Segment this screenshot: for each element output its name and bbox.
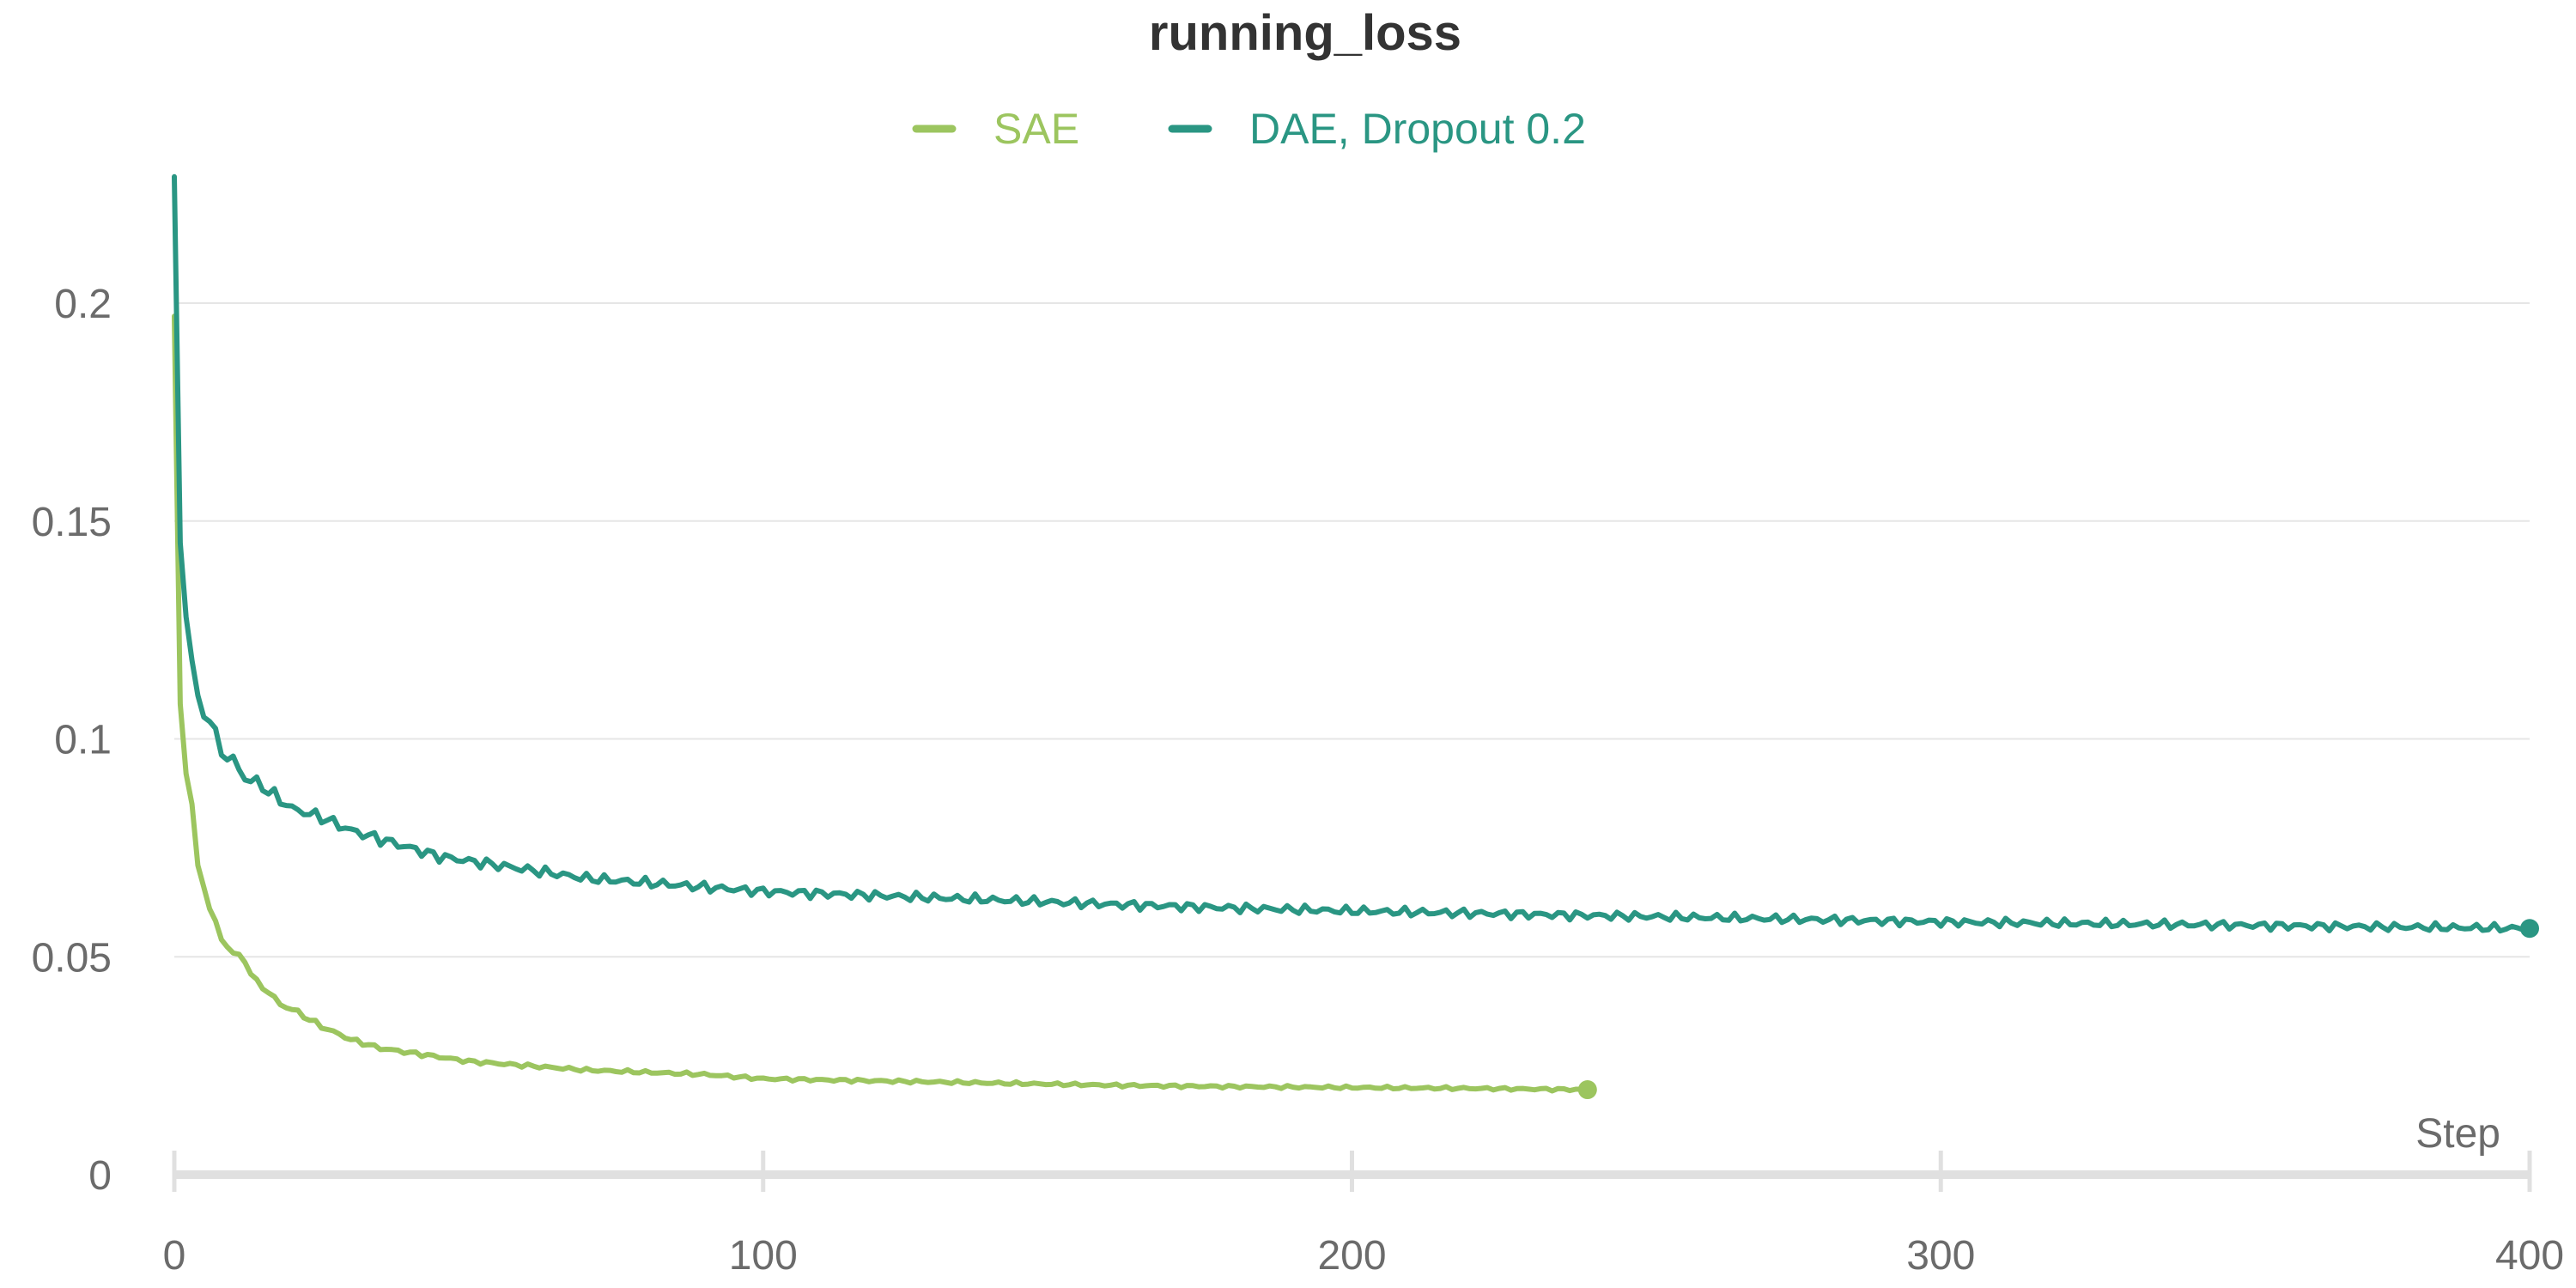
gridlines bbox=[174, 302, 2530, 958]
legend[interactable]: SAE DAE, Dropout 0.2 bbox=[912, 105, 1586, 153]
y-tick-label: 0.15 bbox=[32, 500, 112, 545]
y-tick-label: 0.1 bbox=[54, 718, 112, 763]
plot-area[interactable] bbox=[172, 173, 2539, 1100]
y-tick-label: 0 bbox=[88, 1153, 112, 1199]
x-tick-label: 200 bbox=[1317, 1233, 1386, 1279]
series-end-point-2[interactable] bbox=[2520, 919, 2539, 939]
legend-item-2[interactable]: DAE, Dropout 0.2 bbox=[1168, 105, 1586, 153]
series-line-2[interactable] bbox=[172, 173, 2532, 934]
y-axis: 0 0.05 0.1 0.15 0.2 bbox=[32, 282, 112, 1199]
y-tick-label: 0.05 bbox=[32, 935, 112, 981]
x-tick-label: 300 bbox=[1906, 1233, 1975, 1279]
series-end-point-1[interactable] bbox=[1577, 1080, 1597, 1100]
legend-item-1[interactable]: SAE bbox=[912, 105, 1079, 153]
legend-label: DAE, Dropout 0.2 bbox=[1249, 105, 1586, 153]
legend-label: SAE bbox=[993, 105, 1079, 153]
x-axis: 0 100 200 300 400 bbox=[163, 1151, 2564, 1279]
x-tick-label: 400 bbox=[2495, 1233, 2564, 1279]
y-tick-label: 0.2 bbox=[54, 282, 112, 327]
chart-title: running_loss bbox=[1149, 5, 1461, 61]
x-tick-label: 100 bbox=[729, 1233, 798, 1279]
x-tick-label: 0 bbox=[163, 1233, 186, 1279]
x-axis-label: Step bbox=[2415, 1111, 2500, 1157]
series-line-1[interactable] bbox=[172, 313, 1590, 1094]
